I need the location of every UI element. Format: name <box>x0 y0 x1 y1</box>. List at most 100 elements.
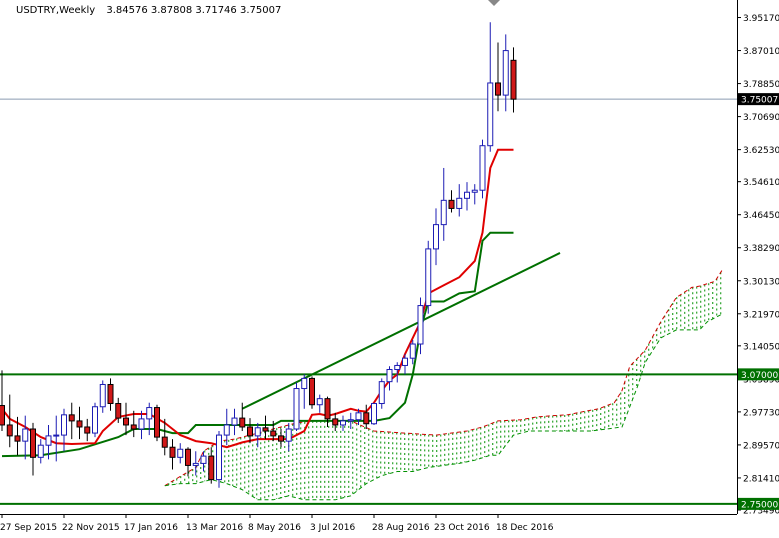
candle-body <box>185 448 191 466</box>
candle <box>386 366 393 391</box>
candle <box>254 422 261 448</box>
candle-body <box>464 191 470 199</box>
candle <box>76 406 83 440</box>
candle <box>332 412 339 432</box>
candle <box>37 439 44 464</box>
candle-body <box>301 377 308 390</box>
candle-body <box>270 430 277 437</box>
candle <box>68 402 75 440</box>
y-tick-label: 3.95170 <box>743 14 779 24</box>
candle-body <box>0 405 5 426</box>
candle <box>363 404 370 430</box>
candle <box>471 184 478 205</box>
candle <box>115 397 122 423</box>
candle-body <box>479 145 486 191</box>
candle <box>138 410 145 440</box>
level-price-label-bg <box>738 368 779 381</box>
candle-body <box>371 403 377 425</box>
candle <box>99 380 106 413</box>
candle-body <box>378 381 385 405</box>
x-tick-label: 23 Oct 2016 <box>434 523 490 533</box>
candle <box>340 415 346 432</box>
candle-body <box>208 455 215 481</box>
candle <box>84 418 91 442</box>
candle <box>285 422 292 452</box>
candle <box>347 412 354 430</box>
candle-body <box>107 383 114 405</box>
level-price-label: 3.07000 <box>741 371 778 381</box>
last-price-label: 3.75007 <box>741 96 778 106</box>
candle <box>371 402 377 425</box>
y-tick-label: 3.30130 <box>743 277 779 287</box>
candle-body <box>99 383 106 408</box>
candle-body <box>138 418 145 430</box>
candle <box>409 339 416 365</box>
candle <box>510 47 517 113</box>
y-tick-label: 3.70690 <box>743 113 779 123</box>
candle-body <box>192 462 199 466</box>
candle <box>192 451 199 476</box>
senkou-span-a <box>164 268 724 487</box>
candle-body <box>216 434 222 481</box>
candle-body <box>285 428 292 442</box>
candle-body <box>510 59 517 100</box>
candle-body <box>440 199 447 226</box>
candle <box>161 418 168 456</box>
candle-body <box>324 398 331 420</box>
candle-body <box>6 424 13 437</box>
x-tick-label: 8 May 2016 <box>248 523 301 533</box>
header-symbol: USDTRY,Weekly <box>16 5 95 16</box>
candle <box>425 240 432 314</box>
x-tick-label: 3 Jul 2016 <box>310 523 355 533</box>
candle-body <box>146 407 153 420</box>
senkou-span-b <box>164 313 724 501</box>
candle-body <box>223 424 230 436</box>
candle-body <box>30 428 36 458</box>
candle-body <box>200 455 207 464</box>
candle <box>154 404 160 442</box>
candle-body <box>84 426 91 434</box>
y-tick-label: 3.46450 <box>743 211 779 221</box>
candle <box>22 415 29 460</box>
candle-body <box>433 224 439 250</box>
y-tick-label: 2.97730 <box>743 408 779 418</box>
candles <box>0 22 517 488</box>
candle-body <box>495 82 501 96</box>
candle-body <box>332 418 339 426</box>
y-tick-label: 3.78850 <box>743 80 779 90</box>
candle <box>479 139 486 199</box>
candle <box>247 418 253 444</box>
candle-body <box>402 357 408 366</box>
y-tick-label: 2.81410 <box>743 474 779 484</box>
header-ohlc: 3.84576 3.87808 3.71746 3.75007 <box>106 5 281 16</box>
candle-body <box>76 420 83 428</box>
x-tick-label: 13 Mar 2016 <box>186 523 243 533</box>
candle <box>417 297 424 355</box>
candle-body <box>14 435 21 442</box>
candle-body <box>161 436 168 448</box>
candle-body <box>502 50 509 96</box>
level-price-label: 2.75000 <box>741 500 778 510</box>
last-price-label-bg <box>738 93 779 106</box>
candle-body <box>231 417 238 426</box>
y-tick-label: 3.21970 <box>743 310 779 320</box>
candle-body <box>293 388 300 430</box>
x-tick-label: 22 Nov 2015 <box>62 523 120 533</box>
x-tick-label: 18 Dec 2016 <box>496 523 554 533</box>
y-tick-label: 3.62530 <box>743 146 779 156</box>
candle-body <box>448 199 455 209</box>
candle-body <box>309 377 315 406</box>
candle <box>301 374 308 409</box>
candle-body <box>247 426 253 437</box>
candle-body <box>456 197 463 209</box>
candle <box>464 182 470 211</box>
candle-body <box>487 82 494 147</box>
candle <box>293 382 300 432</box>
candle-body <box>92 406 98 434</box>
candle-body <box>239 417 246 428</box>
candle-body <box>130 424 137 430</box>
